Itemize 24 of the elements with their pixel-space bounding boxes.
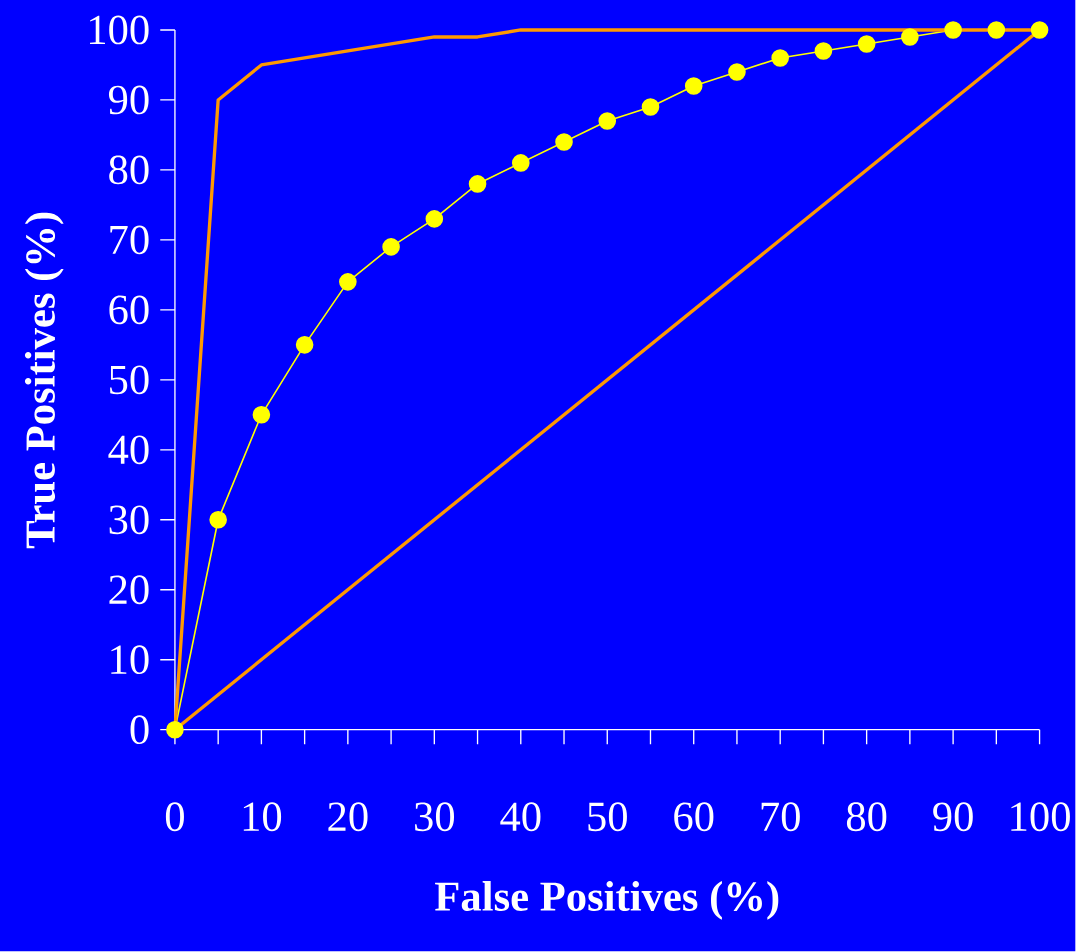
y-tick-label: 0 xyxy=(130,715,149,745)
x-tick-label: 90 xyxy=(933,802,973,832)
x-tick-label: 30 xyxy=(415,802,455,832)
x-tick-label: 20 xyxy=(328,802,368,832)
y-tick-label: 50 xyxy=(110,365,149,395)
x-tick-label: 70 xyxy=(761,802,800,832)
y-axis-title: True Positives (%) xyxy=(24,212,64,549)
y-tick-label: 20 xyxy=(109,575,149,605)
y-tick-label: 40 xyxy=(108,435,149,465)
y-tick-label: 30 xyxy=(109,505,149,535)
x-tick-label: 40 xyxy=(500,802,541,832)
y-tick-label: 70 xyxy=(110,225,149,255)
x-tick-label: 80 xyxy=(846,802,887,832)
x-tick-label: 50 xyxy=(588,802,627,832)
y-tick-label: 80 xyxy=(109,155,149,185)
y-tick-label: 10 xyxy=(111,645,149,675)
y-tick-label: 100 xyxy=(90,15,149,45)
x-tick-label: 10 xyxy=(243,802,282,832)
y-tick-label: 90 xyxy=(108,85,149,115)
y-tick-label: 60 xyxy=(109,295,149,325)
x-tick-label: 60 xyxy=(674,802,714,832)
x-axis-title: False Positives (%) xyxy=(435,881,779,920)
x-tick-label: 100 xyxy=(1011,802,1070,832)
x-tick-label: 0 xyxy=(165,802,184,832)
